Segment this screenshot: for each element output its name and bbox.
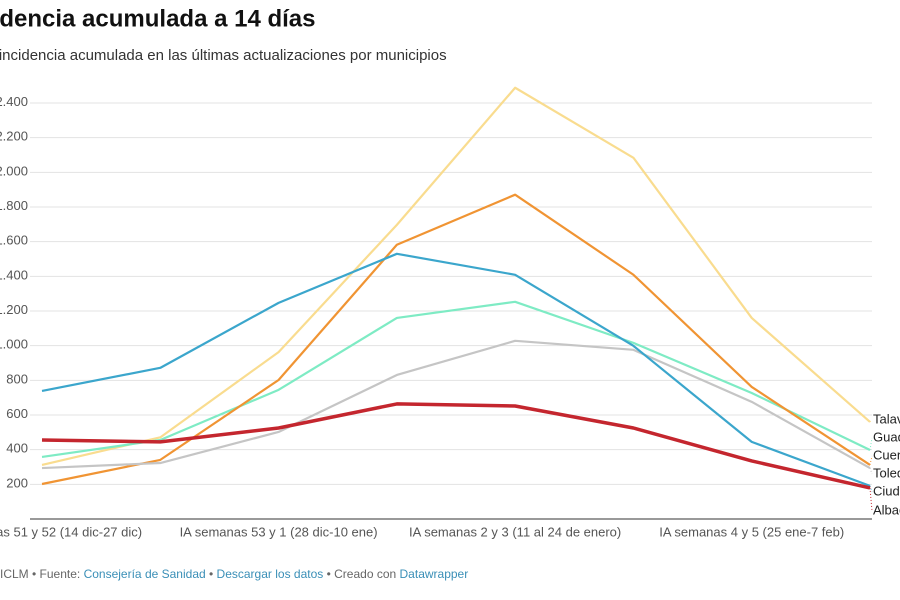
x-tick-label: IA semanas 4 y 5 (25 ene-7 feb)	[659, 524, 844, 539]
y-tick-label: 400	[6, 441, 28, 456]
download-link[interactable]: Descargar los datos	[217, 567, 324, 581]
series-label: Ciudad Real	[873, 483, 900, 498]
y-tick-label: 600	[6, 406, 28, 421]
y-tick-label: 200	[6, 475, 28, 490]
label-connector	[869, 487, 873, 512]
tool-link[interactable]: Datawrapper	[400, 567, 469, 581]
footer-sep: •	[206, 567, 217, 581]
y-tick-label: 1.200	[0, 302, 28, 317]
x-tick-label: IA semanas 2 y 3 (11 al 24 de enero)	[409, 524, 621, 539]
chart-subtitle: La incidencia acumulada en las últimas a…	[0, 47, 447, 64]
label-connector	[869, 437, 873, 451]
x-tick-label: IA semanas 51 y 52 (14 dic-27 dic)	[0, 524, 142, 539]
series-label: Albacete	[873, 502, 900, 517]
y-tick-label: 1.400	[0, 267, 28, 282]
label-connector	[869, 455, 873, 466]
series-line	[41, 402, 871, 490]
footer-prefix: ICLM • Fuente:	[0, 567, 84, 581]
footer-created: • Creado con	[323, 567, 399, 581]
series-line	[41, 252, 871, 487]
x-tick-label: IA semanas 53 y 1 (28 dic-10 ene)	[180, 524, 378, 539]
series-label: Guadalajara	[873, 429, 900, 444]
y-tick-label: 1.800	[0, 198, 28, 213]
y-tick-label: 800	[6, 371, 28, 386]
series-line	[41, 193, 871, 486]
y-tick-label: 1.000	[0, 337, 28, 352]
series-line	[41, 339, 871, 470]
label-connector	[869, 419, 873, 423]
source-link[interactable]: Consejería de Sanidad	[84, 567, 206, 581]
series-label: Talavera	[873, 411, 900, 426]
chart-title: Incidencia acumulada a 14 días	[0, 5, 316, 32]
label-connector	[869, 467, 873, 475]
series-line	[41, 86, 871, 466]
series-label: Toledo	[873, 465, 900, 480]
series-line	[41, 300, 871, 459]
y-tick-label: 2.400	[0, 94, 28, 109]
y-tick-label: 2.000	[0, 163, 28, 178]
series-label: Cuenca	[873, 447, 900, 462]
footer: ICLM • Fuente: Consejería de Sanidad • D…	[0, 567, 468, 581]
y-tick-label: 1.600	[0, 233, 28, 248]
y-tick-label: 2.200	[0, 129, 28, 144]
label-connector	[869, 485, 873, 493]
